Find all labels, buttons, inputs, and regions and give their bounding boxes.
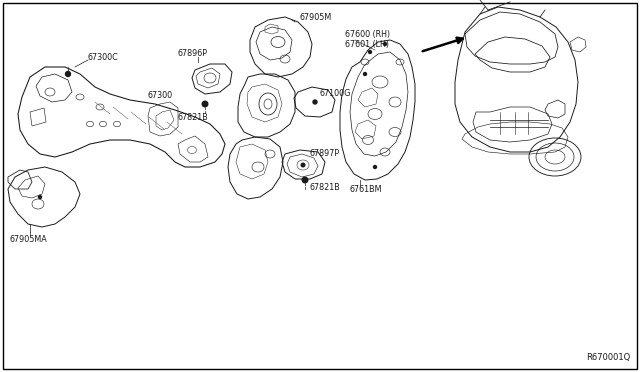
Text: 67905MA: 67905MA xyxy=(10,235,48,244)
Circle shape xyxy=(374,166,376,169)
Circle shape xyxy=(383,42,387,45)
Text: 67600 (RH): 67600 (RH) xyxy=(345,29,390,38)
Circle shape xyxy=(301,163,305,167)
Text: 67300C: 67300C xyxy=(88,52,119,61)
Circle shape xyxy=(38,196,42,199)
Text: 67821B: 67821B xyxy=(178,112,209,122)
Circle shape xyxy=(65,71,70,77)
Circle shape xyxy=(202,101,208,107)
Text: 67300: 67300 xyxy=(148,90,173,99)
Circle shape xyxy=(364,73,367,76)
Text: 67821B: 67821B xyxy=(310,183,340,192)
Text: 67601 (LH): 67601 (LH) xyxy=(345,39,389,48)
Circle shape xyxy=(313,100,317,104)
Text: R670001Q: R670001Q xyxy=(586,353,630,362)
Text: 67897P: 67897P xyxy=(310,150,340,158)
Text: 67905M: 67905M xyxy=(300,13,332,22)
Text: 67896P: 67896P xyxy=(178,49,208,58)
Circle shape xyxy=(302,177,308,183)
Text: 67100G: 67100G xyxy=(320,90,351,99)
Circle shape xyxy=(369,51,371,54)
Text: 6761BM: 6761BM xyxy=(350,186,383,195)
